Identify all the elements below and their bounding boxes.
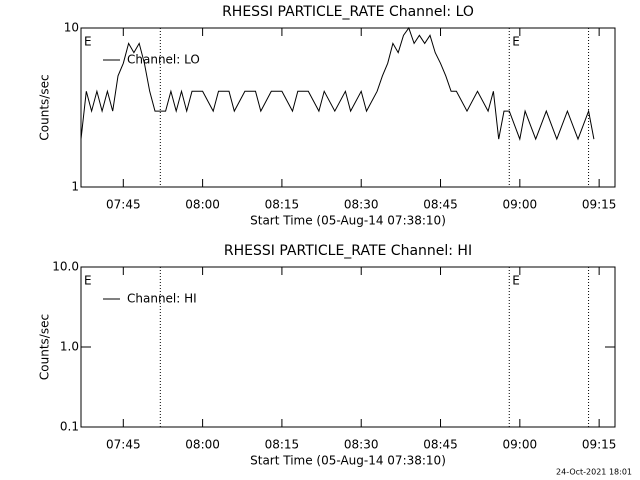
y-tick-label: 1.0 [60, 340, 79, 354]
legend-label: Channel: HI [127, 292, 197, 306]
x-tick-label: 08:45 [423, 438, 458, 452]
x-tick-label: 08:00 [185, 438, 220, 452]
legend-label: Channel: LO [127, 53, 200, 67]
y-tick-label: 10.0 [52, 260, 79, 274]
chart-title: RHESSI PARTICLE_RATE Channel: LO [222, 4, 474, 20]
x-tick-label: 08:45 [423, 198, 458, 212]
x-tick-label: 07:45 [106, 438, 141, 452]
x-axis-label: Start Time (05-Aug-14 07:38:10) [250, 214, 446, 228]
x-tick-label: 08:15 [265, 198, 300, 212]
annotation: E [84, 35, 92, 49]
x-tick-label: 09:15 [582, 438, 617, 452]
footer: 24-Oct-2021 18:01 [556, 468, 632, 477]
x-tick-label: 08:00 [185, 198, 220, 212]
x-tick-label: 09:00 [503, 198, 538, 212]
x-tick-label: 09:15 [582, 198, 617, 212]
y-tick-label: 1 [71, 180, 79, 194]
y-tick-label: 10 [64, 21, 79, 35]
data-line [80, 26, 595, 141]
y-axis-label: Counts/sec [38, 74, 52, 140]
x-tick-label: 08:30 [344, 438, 379, 452]
x-tick-label: 07:45 [106, 198, 141, 212]
annotation: E [84, 274, 92, 288]
y-axis-label: Counts/sec [38, 314, 52, 380]
x-axis-label: Start Time (05-Aug-14 07:38:10) [250, 454, 446, 468]
plot-frame [80, 27, 616, 188]
chart-title: RHESSI PARTICLE_RATE Channel: HI [224, 243, 472, 259]
x-tick-label: 08:15 [265, 438, 300, 452]
x-tick-label: 09:00 [503, 438, 538, 452]
annotation: E [512, 35, 520, 49]
y-tick-label: 0.1 [60, 420, 79, 434]
x-tick-label: 08:30 [344, 198, 379, 212]
annotation: E [512, 274, 520, 288]
